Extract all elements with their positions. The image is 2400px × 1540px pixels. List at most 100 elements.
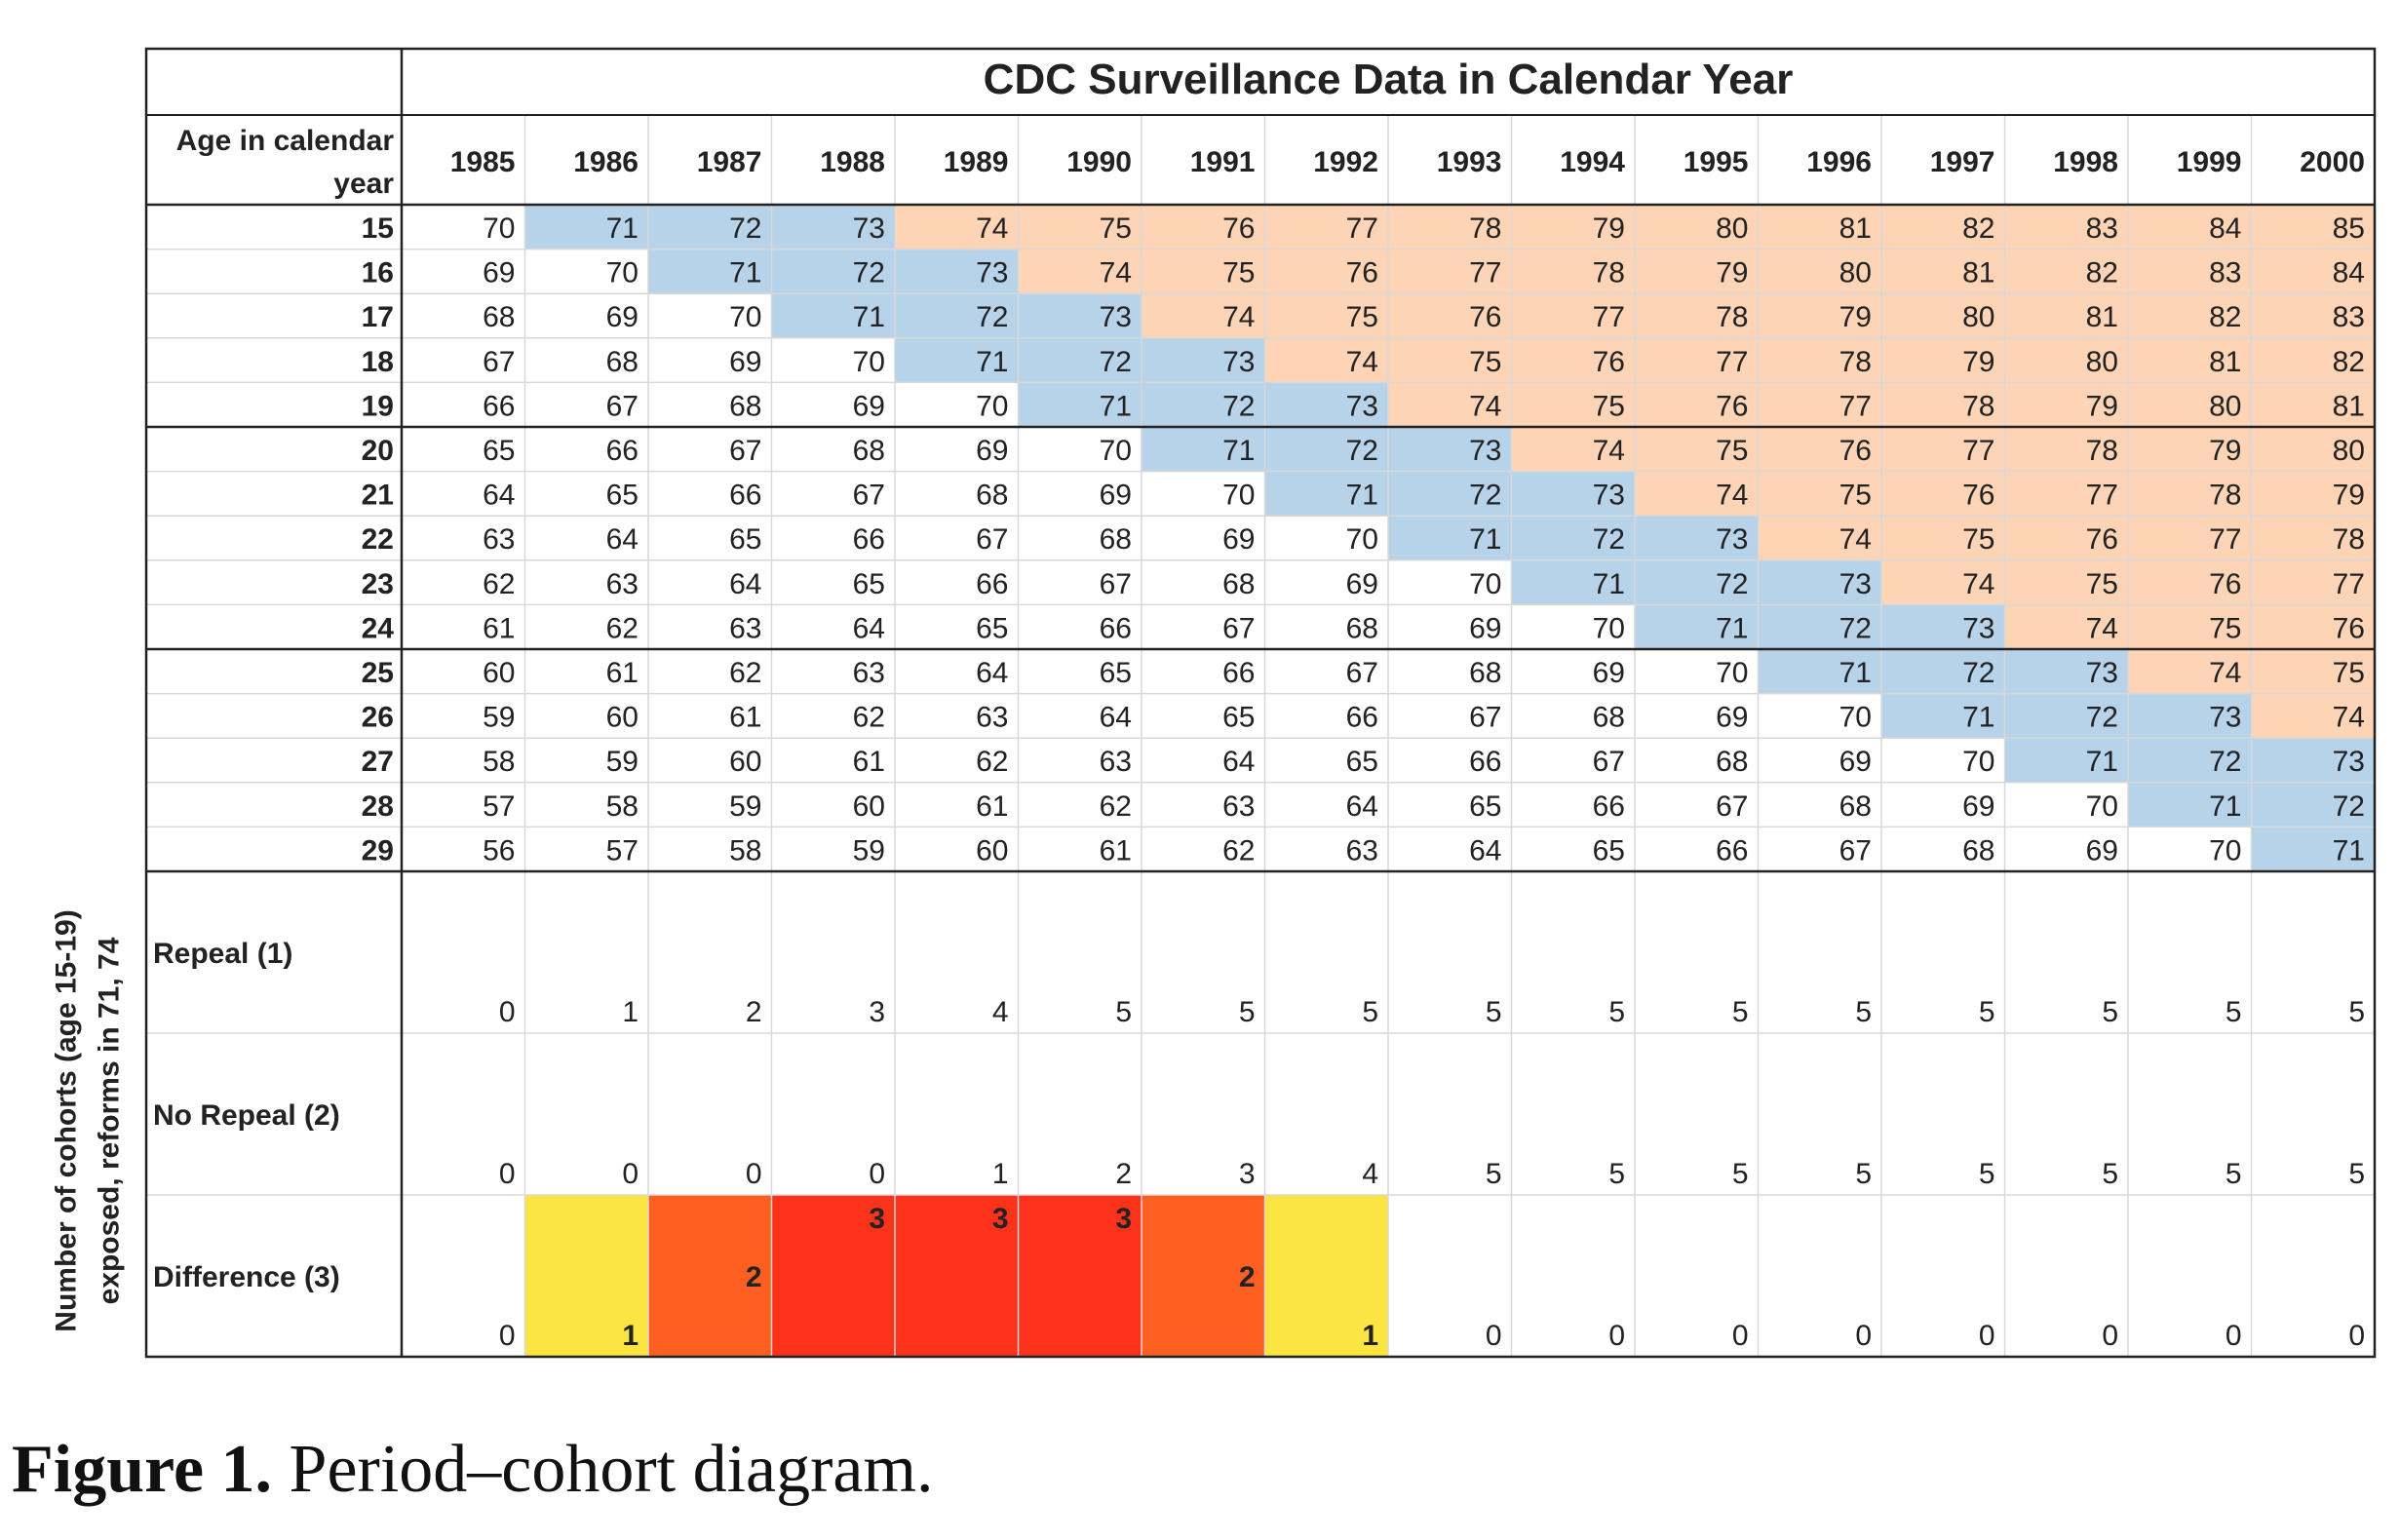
side-axis-label-line-1: Number of cohorts (age 15-19) [50,909,83,1332]
cell-value-25-1997: 72 [1962,657,1994,689]
cell-value-20-1991: 71 [1222,435,1255,467]
cell-value-24-1992: 68 [1346,612,1378,644]
cell-bg-21-2000 [2251,471,2376,517]
cell-value-16-1997: 81 [1962,257,1994,289]
age-label-25: 25 [362,657,394,689]
summary-value-1995: 5 [1732,996,1749,1028]
cell-bg-21-1992 [1264,471,1389,517]
cell-value-23-1996: 73 [1839,568,1872,600]
cell-value-16-1988: 72 [853,257,885,289]
cell-bg-19-1998 [2004,382,2129,428]
summary-value-2000: 5 [2348,996,2365,1028]
cell-bg-18-1994 [1511,337,1636,383]
cell-bg-27-1998 [2004,738,2129,784]
cell-value-16-1995: 79 [1716,257,1748,289]
cell-value-20-1985: 65 [483,435,515,467]
cell-value-28-1989: 61 [976,790,1008,823]
cell-value-23-1998: 75 [2086,568,2118,600]
cell-value-27-1992: 65 [1346,746,1378,778]
cell-bg-25-1998 [2004,649,2129,695]
summary-value-1991: 5 [1239,996,1256,1028]
cell-value-21-1985: 64 [483,480,515,512]
cell-bg-20-1991 [1142,427,1265,473]
cell-bg-24-1997 [1881,604,2005,650]
cell-bg-17-1989 [895,293,1019,339]
cell-bg-16-1989 [895,249,1019,294]
cell-bg-25-2000 [2251,649,2376,695]
cell-bg-23-1994 [1511,559,1636,605]
cell-value-20-1998: 78 [2086,435,2118,467]
difference-bar-1987 [648,1195,772,1357]
cell-value-20-1988: 68 [853,435,885,467]
cell-value-29-1995: 66 [1716,834,1748,866]
summary-value-1985: 0 [499,996,516,1028]
cell-value-27-2000: 73 [2333,746,2365,778]
cell-value-24-1997: 73 [1962,612,1994,644]
cell-value-24-1991: 67 [1222,612,1255,644]
cell-value-22-1985: 63 [483,523,515,556]
cell-value-25-2000: 75 [2333,657,2365,689]
age-label-26: 26 [362,702,394,734]
cell-value-28-1995: 67 [1716,790,1748,823]
cell-bg-16-1991 [1142,249,1265,294]
cell-bg-15-1999 [2128,205,2252,250]
cell-value-18-2000: 82 [2333,346,2365,378]
year-header-1993: 1993 [1437,146,1502,178]
cell-value-29-1987: 58 [729,834,761,866]
cell-value-15-1994: 79 [1593,212,1625,245]
cell-value-27-1985: 58 [483,746,515,778]
cell-bg-15-1996 [1758,205,1882,250]
cell-value-18-1991: 73 [1222,346,1255,378]
cell-value-26-1988: 62 [853,702,885,734]
cell-bg-25-1999 [2128,649,2252,695]
cell-value-29-1991: 62 [1222,834,1255,866]
cell-value-26-2000: 74 [2333,702,2365,734]
summary-value-1990: 3 [1115,1203,1132,1235]
cell-value-25-1987: 62 [729,657,761,689]
year-header-1996: 1996 [1806,146,1872,178]
summary-value-1996: 0 [1855,1320,1872,1352]
year-header-1986: 1986 [573,146,639,178]
cell-bg-26-1998 [2004,693,2129,739]
cell-value-27-1986: 59 [606,746,639,778]
summary-value-1989: 1 [992,1158,1009,1190]
cell-value-21-1992: 71 [1346,480,1378,512]
year-header-1999: 1999 [2177,146,2242,178]
cell-value-15-1990: 75 [1100,212,1132,245]
cell-bg-25-1997 [1881,649,2005,695]
cell-bg-24-1996 [1758,604,1882,650]
cell-bg-17-1995 [1635,293,1759,339]
cell-bg-17-1999 [2128,293,2252,339]
cell-value-19-1999: 80 [2209,390,2241,422]
period-cohort-table: CDC Surveillance Data in Calendar Year Ag… [144,47,2377,1359]
cell-value-22-1988: 66 [853,523,885,556]
cell-value-25-1993: 68 [1469,657,1501,689]
cell-bg-19-2000 [2251,382,2376,428]
cell-value-22-1998: 76 [2086,523,2118,556]
cell-value-23-1990: 67 [1100,568,1132,600]
summary-value-1992: 4 [1362,1158,1378,1190]
summary-value-1999: 0 [2226,1320,2242,1352]
cell-bg-22-1997 [1881,516,2005,561]
cell-value-17-1997: 80 [1962,301,1994,333]
summary-value-1988: 0 [869,1158,885,1190]
cell-value-23-1997: 74 [1962,568,1994,600]
cell-bg-20-1996 [1758,427,1882,473]
cell-value-28-1986: 58 [606,790,639,823]
difference-bar-1990 [1018,1195,1142,1357]
cell-value-23-1986: 63 [606,568,639,600]
year-header-1995: 1995 [1684,146,1749,178]
cell-bg-22-1993 [1388,516,1512,561]
summary-value-1993: 0 [1486,1320,1502,1352]
cell-value-24-1990: 66 [1100,612,1132,644]
cell-bg-17-1990 [1018,293,1142,339]
cell-value-16-1999: 83 [2209,257,2241,289]
cell-bg-16-1987 [648,249,772,294]
table-border [144,47,2377,1359]
summary-value-1987: 0 [746,1158,762,1190]
cell-bg-21-1996 [1758,471,1882,517]
summary-value-1990: 2 [1115,1158,1132,1190]
cell-bg-19-1995 [1635,382,1759,428]
cell-value-23-1987: 64 [729,568,761,600]
cell-bg-22-1996 [1758,516,1882,561]
